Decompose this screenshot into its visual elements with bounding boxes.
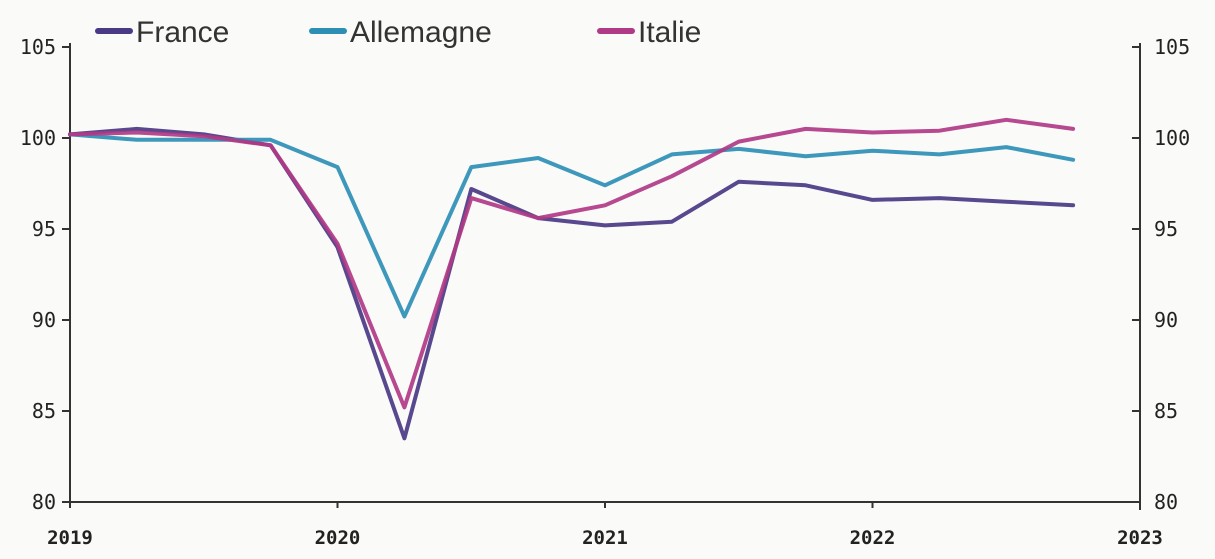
- x-tick-label: 2019: [47, 527, 93, 549]
- y-tick-label-left: 105: [20, 35, 56, 59]
- y-tick-label-right: 80: [1154, 490, 1178, 514]
- x-tick-label: 2020: [315, 527, 361, 549]
- x-tick-label: 2023: [1117, 527, 1163, 549]
- y-tick-label-right: 100: [1154, 126, 1190, 150]
- series-line-france: [68, 126, 1076, 441]
- legend-label-france: France: [136, 16, 229, 49]
- series-group: [68, 117, 1076, 441]
- x-tick-label: 2022: [850, 527, 896, 549]
- axes: 105 100 95 90 85 80 105 100 95 90 85 80 2019 2020 2021…: [20, 35, 1190, 549]
- y-tick-label-right: 90: [1154, 308, 1178, 332]
- legend-label-allemagne: Allemagne: [350, 16, 492, 49]
- y-tick-label-left: 85: [32, 399, 56, 423]
- x-tick-label: 2021: [582, 527, 628, 549]
- y-tick-label-left: 95: [32, 217, 56, 241]
- y-tick-label-left: 80: [32, 490, 56, 514]
- series-line-allemagne: [68, 132, 1076, 319]
- y-tick-label-right: 95: [1154, 217, 1178, 241]
- legend: France Allemagne Italie: [95, 16, 701, 49]
- y-tick-label-left: 100: [20, 126, 56, 150]
- y-tick-label-right: 105: [1154, 35, 1190, 59]
- y-tick-label-right: 85: [1154, 399, 1178, 423]
- series-line-italie: [68, 117, 1076, 410]
- y-tick-label-left: 90: [32, 308, 56, 332]
- legend-label-italie: Italie: [638, 16, 701, 49]
